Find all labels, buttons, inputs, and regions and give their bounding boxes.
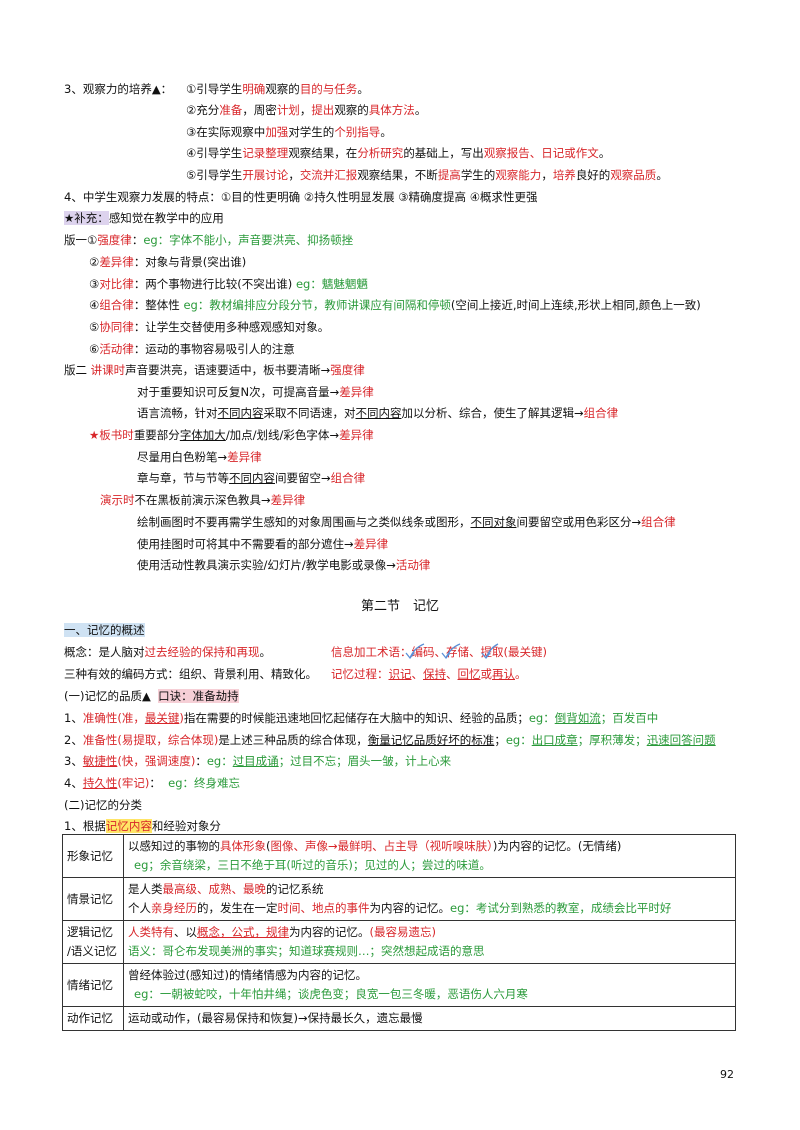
memory-overview-heading: 一、记忆的概述 — [64, 623, 145, 637]
memory-concept: 概念：是人脑对过去经验的保持和再现。 — [64, 645, 271, 659]
type-episodic-desc: 是人类最高级、成熟、最晚的记忆系统 个人亲身经历的，发生在一定时间、地点的事件为… — [123, 877, 736, 921]
quality-agility: 3、敏捷性(快，强调速度)：eg：过目成诵；过目不忘；眉头一皱，计上心来 — [64, 754, 452, 768]
obs-item-2: ②充分准备，周密计划，提出观察的具体方法。 — [186, 103, 427, 117]
arrow-mark-1-head — [405, 652, 415, 660]
memory-type-table: 形象记忆 以感知过的事物的具体形象(图像、声像→最鲜明、占主导（视听嗅味肤）)为… — [62, 834, 736, 1031]
table-row: 情景记忆 是人类最高级、成熟、最晚的记忆系统 个人亲身经历的，发生在一定时间、地… — [62, 877, 736, 921]
supplement-heading: ★补充：感知觉在教学中的应用 — [64, 211, 224, 225]
v2-repeat: 对于重要知识可反复N次，可提高音量→差异律 — [137, 385, 374, 399]
v1-difference: ②差异律：对象与背景(突出谁) — [89, 255, 247, 269]
arrow-mark-3-head — [481, 652, 491, 660]
v2-fluent: 语言流畅，针对不同内容采取不同语速，对不同内容加以分析、综合，使生了解其逻辑→组… — [137, 406, 619, 420]
quality-accuracy: 1、准确性(准，最关键)指在需要的时候能迅速地回忆起储存在大脑中的知识、经验的品… — [64, 711, 659, 725]
info-processing-terms: 信息加工术语：编码、存储、提取(最关键) — [331, 645, 547, 659]
v2-wallchart: 使用挂图时可将其中不需要看的部分遮住→差异律 — [137, 537, 389, 551]
table-row: 情绪记忆 曾经体验过(感知过)的情绪情感为内容的记忆。 eg：一朝被蛇咬，十年怕… — [62, 963, 736, 1007]
type-motor-desc: 运动或动作，(最容易保持和恢复)→保持最长久，遗忘最慢 — [123, 1006, 736, 1031]
memory-quality-heading: (一)记忆的品质▲ 口诀：准备劫持 — [64, 689, 239, 703]
obs-item-3: ③在实际观察中加强对学生的个别指导。 — [186, 125, 392, 139]
v1-intensity: 版一①强度律：eg：字体不能小，声音要洪亮、抑扬顿挫 — [64, 233, 354, 247]
type-motor: 动作记忆 — [62, 1006, 124, 1031]
table-row: 形象记忆 以感知过的事物的具体形象(图像、声像→最鲜明、占主导（视听嗅味肤）)为… — [62, 834, 736, 878]
type-logic-desc: 人类特有、以概念，公式，规律为内容的记忆。(最容易遗忘) 语义：哥仑布发现美洲的… — [123, 920, 736, 964]
v2-lecture: 版二 讲课时声音要洪亮，语速要适中，板书要清晰→强度律 — [64, 363, 365, 377]
memory-class-heading: (二)记忆的分类 — [64, 798, 142, 812]
obs-item-5: ⑤引导学生开展讨论，交流并汇报观察结果，不断提高学生的观察能力，培养良好的观察品… — [186, 168, 668, 182]
memory-process: 记忆过程：识记、保持、回忆或再认。 — [331, 667, 527, 681]
table-row: 逻辑记忆/语义记忆 人类特有、以概念，公式，规律为内容的记忆。(最容易遗忘) 语… — [62, 920, 736, 964]
v2-drawing: 绘制画图时不要再需学生感知的对象周围画与之类似线条或图形，不同对象间要留空或用色… — [137, 515, 676, 529]
type-episodic: 情景记忆 — [62, 877, 124, 921]
quality-readiness: 2、准备性(易提取，综合体现)是上述三种品质的综合体现，衡量记忆品质好坏的标准；… — [64, 733, 716, 747]
v2-active-aids: 使用活动性教具演示实验/幻灯片/教学电影或录像→活动律 — [137, 558, 431, 572]
quality-durability: 4、持久性(牢记)： eg：终身难忘 — [64, 776, 240, 790]
type-image-desc: 以感知过的事物的具体形象(图像、声像→最鲜明、占主导（视听嗅味肤）)为内容的记忆… — [123, 834, 736, 878]
type-emotional: 情绪记忆 — [62, 963, 124, 1007]
process-arrows — [405, 643, 499, 660]
table-row: 动作记忆 运动或动作，(最容易保持和恢复)→保持最长久，遗忘最慢 — [62, 1006, 736, 1031]
v1-activity: ⑥活动律：运动的事物容易吸引人的注意 — [89, 342, 295, 356]
v1-combination: ④组合律：整体性 eg：教材编排应分段分节，教师讲课应有间隔和停顿(空间上接近,… — [89, 298, 701, 312]
observation-training: 3、观察力的培养▲： — [64, 82, 173, 96]
page-number: 92 — [720, 1068, 734, 1081]
type-logic: 逻辑记忆/语义记忆 — [62, 920, 124, 964]
type-image: 形象记忆 — [62, 834, 124, 878]
v1-synergy: ⑤协同律：让学生交替使用多种感观感知对象。 — [89, 320, 330, 334]
v2-board: ★板书时重要部分字体加大/加点/划线/彩色字体→差异律 — [89, 428, 374, 442]
v1-contrast: ③对比律：两个事物进行比较(不突出谁) eg：魑魅魍魉 — [89, 277, 368, 291]
section-title: 第二节 记忆 — [360, 599, 439, 614]
encoding-methods: 三种有效的编码方式：组织、背景利用、精致化。 — [64, 667, 317, 681]
v2-demo: 演示时不在黑板前演示深色教具→差异律 — [100, 493, 306, 507]
type-emotional-desc: 曾经体验过(感知过)的情绪情感为内容的记忆。 eg：一朝被蛇咬，十年怕井绳；谈虎… — [123, 963, 736, 1007]
arrow-mark-2-head — [441, 652, 451, 660]
obs-item-1: ①引导学生明确观察的目的与任务。 — [186, 82, 369, 96]
memory-class-basis: 1、根据记忆内容和经验对象分 — [64, 819, 221, 833]
observation-features: 4、中学生观察力发展的特点：①目的性更明确 ②持久性明显发展 ③精确度提高 ④概… — [64, 190, 538, 204]
v2-chapters: 章与章，节与节等不同内容间要留空→组合律 — [137, 471, 366, 485]
v2-chalk: 尽量用白色粉笔→差异律 — [137, 450, 262, 464]
obs-item-4: ④引导学生记录整理观察结果，在分析研究的基础上，写出观察报告、日记或作文。 — [186, 146, 611, 160]
